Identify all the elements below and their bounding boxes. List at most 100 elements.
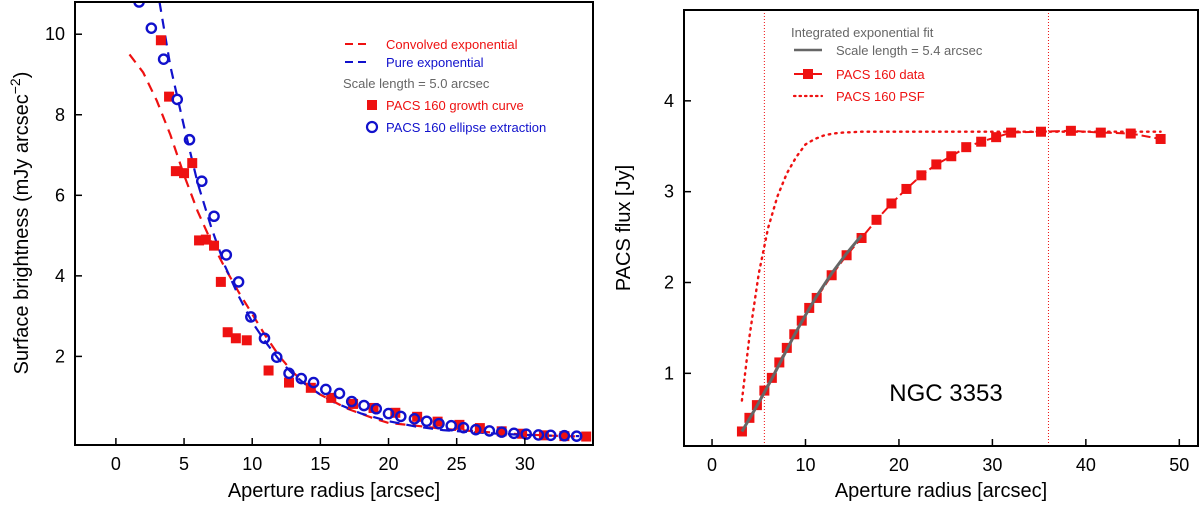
left-pacs-160-growth-curve-point <box>263 365 274 376</box>
left-pacs-160-ellipse-extraction-point <box>358 399 370 412</box>
left-pacs-160-ellipse-extraction-point <box>532 429 545 441</box>
left-pacs-160-ellipse-extraction-point <box>345 395 358 408</box>
legend-fit-header: Integrated exponential fit <box>791 25 934 40</box>
legend-scale-length: Scale length = 5.0 arcsec <box>343 76 490 91</box>
left-legend: Convolved exponential Pure exponential S… <box>343 37 546 135</box>
left-y-tick-label: 4 <box>55 266 65 286</box>
right-pacs-160-psf-line <box>740 130 1162 402</box>
left-x-tick-label: 10 <box>242 454 262 474</box>
galaxy-name-annotation: NGC 3353 <box>889 380 1002 407</box>
legend-ellipse-marker <box>365 120 379 134</box>
right-y-tick-label: 1 <box>664 363 674 383</box>
left-pacs-160-growth-curve-point <box>432 416 443 427</box>
right-pacs-160-data-point <box>1155 133 1166 144</box>
right-pacs-160-data-point <box>976 136 987 147</box>
left-x-tick-label: 0 <box>111 454 121 474</box>
left-pacs-160-ellipse-extraction-point <box>570 430 583 442</box>
left-pacs-160-ellipse-extraction-point <box>483 425 496 437</box>
left-pacs-160-growth-curve-point <box>326 392 337 403</box>
right-y-tick-label: 4 <box>664 91 674 111</box>
right-x-axis-label: Aperture radius [arcsec] <box>835 480 1047 502</box>
left-pacs-160-ellipse-extraction-point <box>232 276 245 288</box>
left-pacs-160-ellipse-extraction-point <box>220 249 233 261</box>
left-pacs-160-ellipse-extraction-point <box>544 429 557 442</box>
left-pacs-160-growth-curve-point <box>581 431 592 442</box>
left-pacs-160-growth-curve-point <box>496 426 507 437</box>
legend-growth-marker <box>367 100 377 110</box>
left-pacs-160-ellipse-extraction-point <box>295 372 308 385</box>
left-y-axis-label: Surface brightness (mJy arcsec−2) <box>7 72 33 375</box>
right-integrated-exponential-fit-line <box>740 234 863 433</box>
right-y-axis-label: PACS flux [Jy] <box>613 165 635 291</box>
left-x-tick-label: 30 <box>515 454 535 474</box>
left-pacs-160-ellipse-extraction-point <box>270 351 283 364</box>
legend-data-label: PACS 160 data <box>836 67 925 82</box>
left-pacs-160-ellipse-extraction-point <box>183 133 196 146</box>
left-pacs-160-ellipse-extraction-point <box>495 426 508 438</box>
left-pacs-160-ellipse-extraction-point <box>245 311 257 323</box>
right-x-tick-label: 10 <box>795 455 815 475</box>
left-pacs-160-ellipse-extraction-point <box>420 415 433 428</box>
legend-convolved-label: Convolved exponential <box>386 37 518 52</box>
left-pacs-160-ellipse-extraction-point <box>283 367 295 380</box>
right-plot-frame <box>683 9 1199 447</box>
right-x-tick-label: 30 <box>982 455 1002 475</box>
left-pacs-160-ellipse-extraction-point <box>469 423 482 436</box>
right-pacs-160-data-point <box>991 132 1002 143</box>
left-pacs-160-ellipse-extraction-point <box>333 387 346 400</box>
left-x-axis-label: Aperture radius [arcsec] <box>228 480 440 502</box>
left-plot-frame <box>74 1 594 446</box>
left-x-tick-label: 20 <box>379 454 399 474</box>
legend-psf-label: PACS 160 PSF <box>836 89 925 104</box>
left-y-tick-label: 10 <box>45 24 65 44</box>
left-pacs-160-ellipse-extraction-point <box>394 410 407 423</box>
left-pacs-160-ellipse-extraction-point <box>520 428 533 440</box>
right-pacs-160-data-point <box>961 142 972 153</box>
right-pacs-160-data-point <box>1035 126 1046 137</box>
right-pacs-160-data-point <box>886 198 897 209</box>
left-x-tick-label: 15 <box>310 454 330 474</box>
left-pacs-160-growth-curve-point <box>241 335 252 346</box>
left-pacs-160-ellipse-extraction-point <box>382 407 395 420</box>
left-pacs-160-ellipse-extraction-point <box>508 427 520 440</box>
right-pacs-160-data-point <box>871 214 882 225</box>
left-pacs-160-ellipse-extraction-point <box>145 22 158 34</box>
left-pacs-160-growth-curve-point <box>209 240 220 251</box>
left-pacs-160-growth-curve-point <box>222 327 233 338</box>
left-pacs-160-ellipse-extraction-point <box>133 2 145 8</box>
left-pacs-160-ellipse-extraction-point <box>307 376 320 389</box>
left-pacs-160-growth-curve-point <box>187 158 198 169</box>
left-pacs-160-growth-curve-point <box>170 166 181 177</box>
right-y-tick-label: 2 <box>664 273 674 293</box>
left-pacs-160-ellipse-extraction-point <box>320 383 332 396</box>
left-y-tick-label: 2 <box>55 346 65 366</box>
left-pacs-160-growth-curve-point <box>305 382 316 393</box>
left-pacs-160-ellipse-extraction-point <box>457 421 470 434</box>
left-pacs-160-growth-curve-point <box>230 333 241 344</box>
left-pacs-160-ellipse-extraction-point <box>195 175 208 188</box>
right-x-tick-label: 0 <box>707 455 717 475</box>
left-pacs-160-ellipse-extraction-point <box>157 53 170 65</box>
right-chart: 0 10 20 30 40 50 1 2 3 4 Aperture radius [arcsec]… <box>613 9 1199 502</box>
left-pacs-160-ellipse-extraction-point <box>258 332 271 345</box>
right-pacs-160-data-point <box>946 151 957 162</box>
right-y-tick-label: 3 <box>664 182 674 202</box>
legend-fit-scale-length: Scale length = 5.4 arcsec <box>836 43 983 58</box>
left-pacs-160-ellipse-extraction-point <box>370 402 383 415</box>
left-x-tick-label: 5 <box>179 454 189 474</box>
left-pacs-160-growth-curve-point <box>348 398 359 409</box>
legend-growth-label: PACS 160 growth curve <box>386 98 524 113</box>
right-legend: Integrated exponential fit Scale length … <box>791 25 983 104</box>
left-x-tick-label: 25 <box>447 454 467 474</box>
right-pacs-160-data-point <box>901 183 912 194</box>
right-pacs-160-data-point <box>916 170 927 181</box>
left-y-tick-label: 6 <box>55 185 65 205</box>
left-pacs-160-growth-curve-point <box>284 377 295 388</box>
right-x-tick-label: 20 <box>889 455 909 475</box>
legend-data-marker <box>803 69 813 79</box>
legend-ellipse-label: PACS 160 ellipse extraction <box>386 120 546 135</box>
left-pacs-160-growth-curve-point <box>179 168 190 179</box>
left-pacs-160-ellipse-extraction-point <box>408 413 421 425</box>
left-pure-exponential-line <box>158 2 580 438</box>
